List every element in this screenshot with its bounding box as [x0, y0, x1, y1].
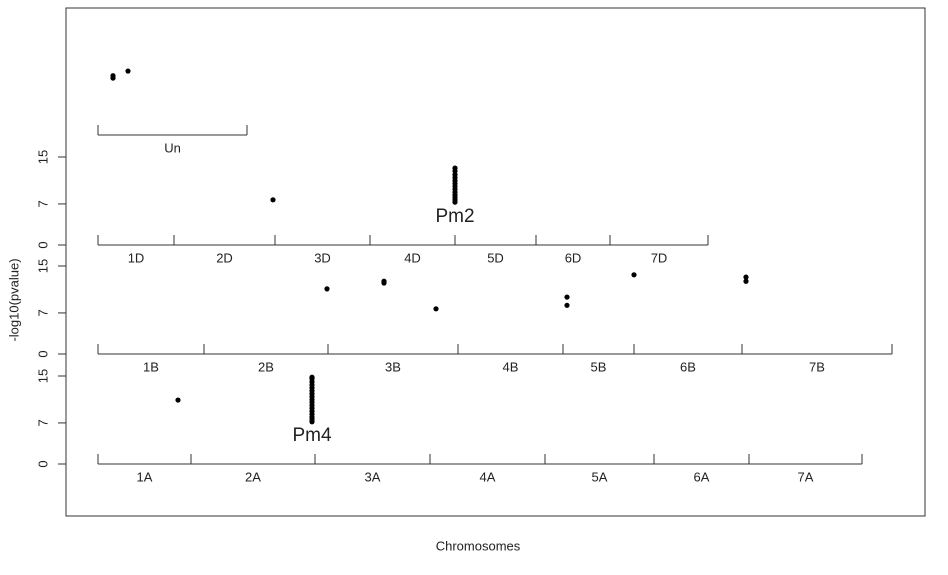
y-tick-label: 0 — [35, 350, 50, 357]
chromosome-label: 2A — [245, 469, 261, 484]
y-tick-label: 7 — [35, 309, 50, 316]
snp-point — [110, 75, 116, 81]
y-tick-label: 15 — [35, 369, 50, 383]
chromosome-label: 1D — [128, 250, 145, 265]
snp-point — [743, 278, 749, 284]
snp-point — [324, 286, 330, 292]
annotation: Pm2 — [435, 206, 474, 227]
y-tick-label: 7 — [35, 200, 50, 207]
snp-point — [125, 68, 131, 74]
chromosome-label: 2D — [216, 250, 233, 265]
y-tick-label: 0 — [35, 241, 50, 248]
chromosome-label: 6B — [680, 359, 696, 374]
chromosome-label: 5D — [487, 250, 504, 265]
snp-point — [175, 397, 181, 403]
chromosome-label: 6A — [694, 469, 710, 484]
chromosome-label: 6D — [565, 250, 582, 265]
snp-point — [309, 374, 315, 380]
snp-point — [743, 274, 749, 280]
snp-point — [433, 306, 439, 312]
y-tick-label: 15 — [35, 259, 50, 273]
chromosome-label: 2B — [258, 359, 274, 374]
chromosome-label: 5B — [591, 359, 607, 374]
chromosome-label: 7A — [798, 469, 814, 484]
chromosome-label: 7D — [651, 250, 668, 265]
y-tick-label: 0 — [35, 460, 50, 467]
plot-frame — [65, 7, 926, 517]
snp-point — [270, 197, 276, 203]
snp-point — [631, 272, 637, 278]
chromosome-label: 4D — [404, 250, 421, 265]
annotation: Pm4 — [292, 425, 332, 446]
snp-point — [452, 165, 458, 171]
chromosome-label: 1B — [143, 359, 159, 374]
chromosome-label: 1A — [137, 469, 153, 484]
y-tick-label: 15 — [35, 150, 50, 164]
chromosome-label: 7B — [809, 359, 825, 374]
chromosome-label: 5A — [592, 469, 608, 484]
snp-point — [564, 302, 570, 308]
snp-point — [564, 294, 570, 300]
x-axis-label: Chromosomes — [436, 538, 521, 553]
y-axis-label: -log10(pvalue) — [6, 258, 21, 341]
chromosome-label: 3D — [314, 250, 331, 265]
chromosome-label: 3B — [385, 359, 401, 374]
chromosome-label: Un — [164, 140, 181, 155]
chromosome-label: 3A — [365, 469, 381, 484]
chromosome-label: 4A — [480, 469, 496, 484]
y-tick-label: 7 — [35, 419, 50, 426]
chromosome-label: 4B — [503, 359, 519, 374]
snp-point — [381, 280, 387, 286]
